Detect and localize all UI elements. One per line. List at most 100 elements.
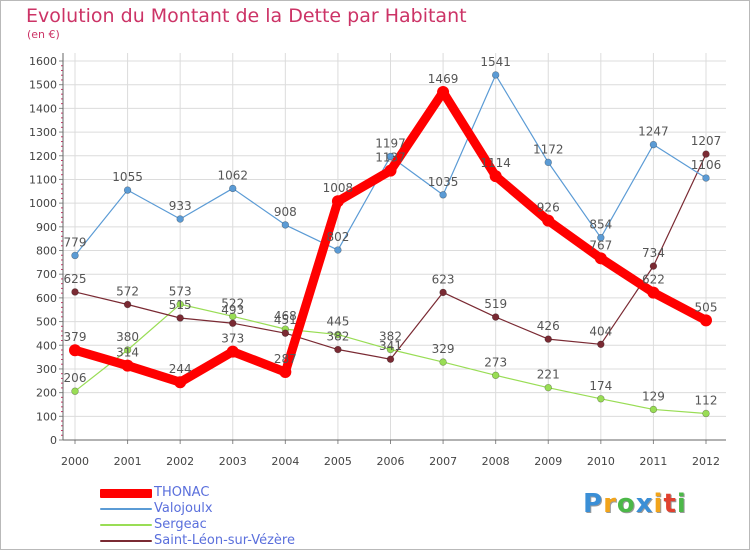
x-tick-label: 2010 bbox=[587, 455, 615, 468]
data-point-1 bbox=[281, 221, 290, 229]
x-tick-label: 2008 bbox=[482, 455, 510, 468]
y-tick-label: 500 bbox=[36, 316, 57, 329]
data-label-3: 623 bbox=[432, 272, 455, 286]
data-label-1: 1062 bbox=[217, 168, 248, 182]
data-label-3: 515 bbox=[169, 298, 192, 312]
y-tick-label: 700 bbox=[36, 268, 57, 281]
legend-swatch-saint-leon bbox=[100, 540, 152, 542]
x-tick-label: 2011 bbox=[639, 455, 667, 468]
y-tick-label: 1600 bbox=[29, 55, 57, 68]
data-label-3: 451 bbox=[274, 313, 297, 327]
data-label-0: 1114 bbox=[480, 156, 511, 170]
data-point-3 bbox=[597, 340, 605, 349]
y-tick-label: 400 bbox=[36, 339, 57, 352]
data-label-0: 767 bbox=[589, 238, 612, 252]
data-label-3: 625 bbox=[64, 272, 87, 286]
y-tick-label: 1200 bbox=[29, 150, 57, 163]
y-tick-label: 0 bbox=[50, 434, 57, 447]
legend-label-saint-leon: Saint-Léon-sur-Vézère bbox=[154, 533, 295, 548]
y-tick-label: 1300 bbox=[29, 126, 57, 139]
chart-subtitle: (en €) bbox=[27, 28, 60, 41]
y-tick-label: 1500 bbox=[29, 79, 57, 92]
data-point-3 bbox=[386, 355, 395, 363]
data-point-0 bbox=[331, 195, 344, 208]
legend-item-saint-leon[interactable]: Saint-Léon-sur-Vézère bbox=[100, 533, 360, 549]
data-point-3 bbox=[123, 300, 132, 309]
legend-label-valojoulx: Valojoulx bbox=[154, 501, 213, 516]
x-tick-label: 2006 bbox=[377, 455, 405, 468]
data-label-1: 1197 bbox=[375, 136, 406, 150]
data-point-1 bbox=[229, 184, 237, 193]
data-label-0: 314 bbox=[116, 346, 139, 360]
logo-letter: t bbox=[663, 489, 677, 519]
data-point-0 bbox=[700, 314, 712, 327]
data-point-1 bbox=[123, 186, 132, 194]
data-label-0: 1008 bbox=[323, 181, 354, 195]
legend-swatch-thonac bbox=[100, 489, 152, 498]
data-label-1: 1172 bbox=[533, 142, 564, 156]
logo-letter: i bbox=[676, 489, 687, 519]
x-tick-label: 2009 bbox=[534, 455, 562, 468]
data-label-3: 734 bbox=[642, 246, 665, 260]
data-label-3: 382 bbox=[326, 330, 349, 344]
data-point-0 bbox=[384, 164, 397, 177]
data-label-0: 1469 bbox=[428, 72, 459, 86]
data-point-1 bbox=[491, 71, 500, 79]
data-label-1: 779 bbox=[64, 235, 87, 249]
data-point-2 bbox=[702, 409, 710, 418]
data-label-3: 519 bbox=[484, 297, 507, 311]
data-label-0: 1137 bbox=[375, 151, 406, 165]
data-point-3 bbox=[176, 314, 184, 322]
data-label-2: 380 bbox=[116, 330, 139, 344]
x-tick-label: 2004 bbox=[271, 455, 299, 468]
chart-title: Evolution du Montant de la Dette par Hab… bbox=[26, 5, 467, 27]
data-point-0 bbox=[489, 170, 502, 183]
data-label-1: 1106 bbox=[691, 158, 722, 172]
data-point-0 bbox=[437, 86, 450, 99]
data-point-2 bbox=[123, 346, 132, 354]
data-point-3 bbox=[334, 345, 342, 354]
y-tick-label: 1000 bbox=[29, 197, 57, 210]
data-label-1: 1541 bbox=[480, 55, 511, 69]
data-point-1 bbox=[386, 152, 395, 161]
legend-item-thonac[interactable]: THONAC bbox=[100, 485, 360, 501]
data-label-0: 287 bbox=[274, 352, 297, 366]
data-point-0 bbox=[542, 214, 555, 227]
y-tick-label: 600 bbox=[36, 292, 57, 305]
data-point-3 bbox=[649, 262, 658, 270]
data-label-2: 206 bbox=[64, 371, 87, 385]
data-point-3 bbox=[544, 335, 552, 343]
data-label-3: 493 bbox=[221, 303, 244, 317]
data-point-2 bbox=[491, 371, 500, 380]
data-label-0: 622 bbox=[642, 273, 665, 287]
data-label-0: 505 bbox=[695, 300, 718, 314]
y-tick-label: 100 bbox=[36, 410, 57, 423]
x-tick-label: 2000 bbox=[61, 455, 89, 468]
y-tick-label: 1400 bbox=[29, 102, 57, 115]
data-label-2: 445 bbox=[326, 315, 349, 329]
data-point-1 bbox=[334, 246, 342, 254]
data-label-3: 404 bbox=[589, 324, 612, 338]
data-point-2 bbox=[176, 300, 184, 308]
x-tick-label: 2007 bbox=[429, 455, 457, 468]
x-tick-label: 2005 bbox=[324, 455, 352, 468]
data-label-2: 174 bbox=[589, 379, 612, 393]
y-tick-label: 300 bbox=[36, 363, 57, 376]
proxiti-logo: Proxiti bbox=[583, 489, 687, 519]
data-point-3 bbox=[281, 329, 290, 337]
data-point-2 bbox=[439, 358, 447, 366]
data-point-0 bbox=[647, 286, 660, 299]
legend-label-sergeac: Sergeac bbox=[154, 517, 207, 532]
data-point-2 bbox=[386, 345, 395, 354]
x-tick-label: 2003 bbox=[219, 455, 247, 468]
data-label-1: 933 bbox=[169, 199, 192, 213]
legend-item-valojoulx[interactable]: Valojoulx bbox=[100, 501, 360, 517]
data-label-1: 1035 bbox=[428, 175, 459, 189]
data-point-1 bbox=[649, 140, 658, 149]
legend-swatch-valojoulx bbox=[100, 508, 152, 510]
data-label-0: 926 bbox=[537, 201, 560, 215]
legend-item-sergeac[interactable]: Sergeac bbox=[100, 517, 360, 533]
data-point-0 bbox=[226, 345, 239, 358]
data-point-2 bbox=[71, 387, 79, 395]
